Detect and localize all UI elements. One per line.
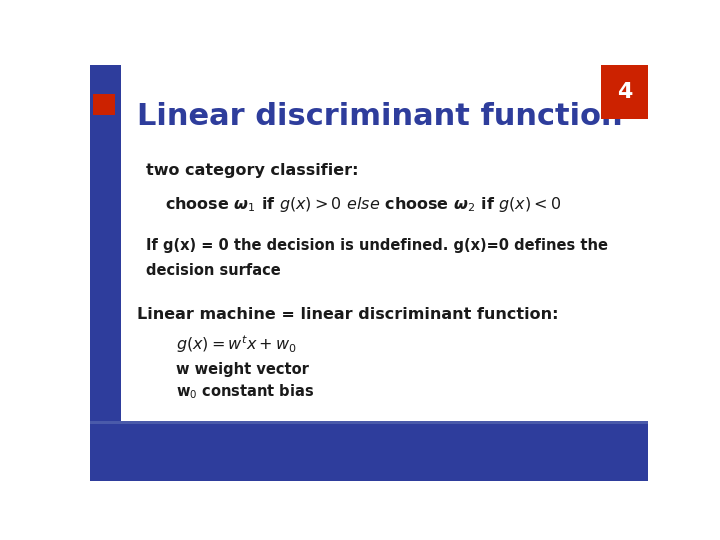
- Text: Linear discriminant function: Linear discriminant function: [138, 102, 623, 131]
- Bar: [90, 424, 648, 481]
- Bar: [90, 65, 121, 421]
- Text: If g(x) = 0 the decision is undefined. g(x)=0 defines the: If g(x) = 0 the decision is undefined. g…: [145, 238, 608, 253]
- Text: decision surface: decision surface: [145, 263, 281, 278]
- Text: choose $\boldsymbol{\omega}_1$ if $\mathit{g(x) > 0}$ $\mathit{else}$ choose $\b: choose $\boldsymbol{\omega}_1$ if $\math…: [166, 194, 562, 214]
- Text: w$_0$ constant bias: w$_0$ constant bias: [176, 382, 315, 401]
- Text: 4: 4: [617, 82, 632, 102]
- Bar: [90, 421, 648, 424]
- Text: w weight vector: w weight vector: [176, 362, 310, 377]
- Text: $\mathit{g(x) = w^t x + w_0}$: $\mathit{g(x) = w^t x + w_0}$: [176, 334, 297, 355]
- Text: two category classifier:: two category classifier:: [145, 163, 359, 178]
- Bar: [601, 65, 648, 119]
- Text: Linear machine = linear discriminant function:: Linear machine = linear discriminant fun…: [138, 307, 559, 322]
- Bar: [94, 94, 114, 114]
